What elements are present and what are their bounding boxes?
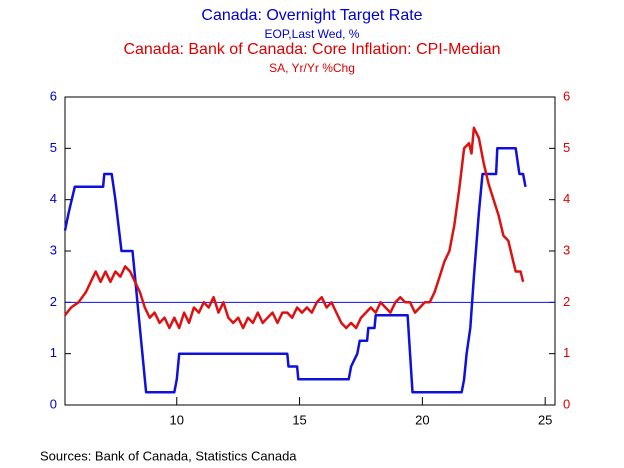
- y-tick-label: 4: [50, 191, 57, 206]
- y2-tick-label: 5: [563, 140, 570, 155]
- series-line: [63, 147, 527, 394]
- chart-title: Canada: Overnight Target Rate: [201, 7, 422, 24]
- y-tick-label: 0: [50, 396, 57, 411]
- source: Sources: Bank of Canada, Statistics Cana…: [40, 448, 297, 463]
- series-line: [64, 126, 525, 330]
- y-tick-label: 1: [50, 345, 57, 360]
- plot-frame: [64, 96, 556, 406]
- y2-tick-label: 3: [563, 242, 570, 257]
- x-tick-label: 25: [538, 412, 552, 427]
- y-tick-label: 2: [50, 294, 57, 309]
- y2-tick-label: 2: [563, 294, 570, 309]
- y2-tick-label: 6: [563, 88, 570, 103]
- chart-title: EOP,Last Wed, %: [265, 27, 360, 41]
- x-tick-label: 20: [415, 412, 429, 427]
- x-tick-label: 10: [170, 412, 184, 427]
- y2-tick-label: 0: [563, 396, 570, 411]
- y2-tick-label: 4: [563, 191, 570, 206]
- x-tick-label: 15: [292, 412, 306, 427]
- y2-tick-label: 1: [563, 345, 570, 360]
- y-tick-label: 3: [50, 242, 57, 257]
- y-tick-label: 5: [50, 140, 57, 155]
- chart-title: Canada: Bank of Canada: Core Inflation: …: [123, 41, 500, 58]
- y-tick-label: 6: [50, 88, 57, 103]
- chart-title: SA, Yr/Yr %Chg: [269, 61, 355, 75]
